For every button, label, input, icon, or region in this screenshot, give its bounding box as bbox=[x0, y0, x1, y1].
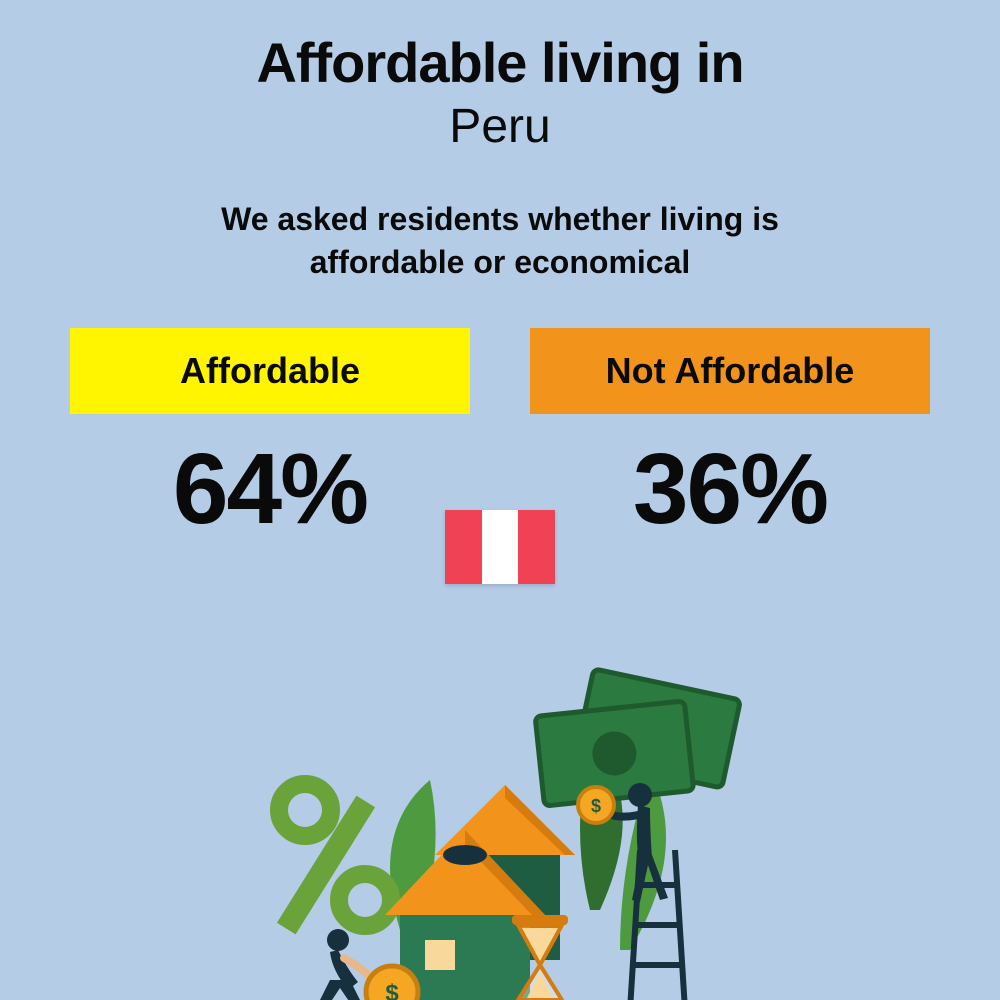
flag-stripe-3 bbox=[518, 510, 555, 584]
panel-not-affordable-label: Not Affordable bbox=[530, 328, 930, 414]
money-icon bbox=[535, 701, 694, 806]
page-title: Affordable living in bbox=[0, 30, 1000, 95]
svg-text:$: $ bbox=[591, 796, 601, 816]
panel-affordable: Affordable 64% bbox=[70, 328, 470, 547]
flag-stripe-2 bbox=[482, 510, 519, 584]
panel-not-affordable: Not Affordable 36% bbox=[530, 328, 930, 547]
flag-icon bbox=[445, 510, 555, 584]
flag-stripe-1 bbox=[445, 510, 482, 584]
percent-icon bbox=[277, 784, 391, 934]
page-subtitle: Peru bbox=[0, 99, 1000, 154]
panel-affordable-label: Affordable bbox=[70, 328, 470, 414]
header: Affordable living in Peru bbox=[0, 0, 1000, 154]
survey-question: We asked residents whether living is aff… bbox=[140, 198, 860, 284]
house-savings-illustration: $ $ bbox=[220, 650, 780, 1000]
panel-affordable-value: 64% bbox=[173, 432, 367, 547]
svg-text:$: $ bbox=[385, 980, 399, 1000]
panel-not-affordable-value: 36% bbox=[633, 432, 827, 547]
